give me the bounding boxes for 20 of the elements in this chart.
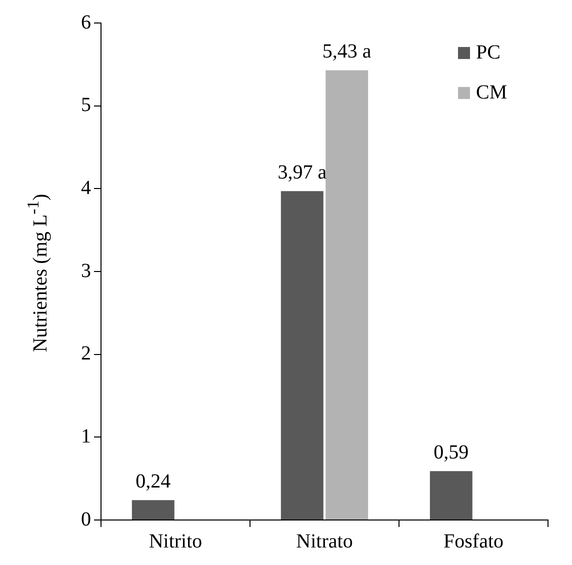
bar: [280, 191, 324, 520]
bar: [430, 471, 472, 520]
y-tick-label: 1: [81, 425, 91, 448]
y-tick-label: 4: [81, 176, 91, 199]
legend-label: PC: [476, 41, 500, 64]
y-tick-label: 0: [81, 508, 91, 530]
bar: [132, 500, 174, 520]
x-tick-label: Nitrato: [296, 530, 353, 552]
y-tick-label: 2: [81, 342, 91, 365]
data-label: 3,97 a: [278, 161, 327, 184]
bar: [326, 70, 368, 520]
data-label: 0,24: [136, 470, 171, 492]
y-tick-label: 3: [81, 260, 91, 282]
x-tick-label: Nitrito: [148, 530, 202, 552]
y-tick-label: 6: [81, 11, 91, 34]
y-tick-label: 5: [81, 94, 91, 116]
data-label: 5,43 a: [322, 40, 372, 62]
legend-label: CM: [476, 81, 508, 104]
x-tick-label: Fosfato: [444, 530, 504, 552]
data-label: 0,59: [434, 441, 469, 464]
